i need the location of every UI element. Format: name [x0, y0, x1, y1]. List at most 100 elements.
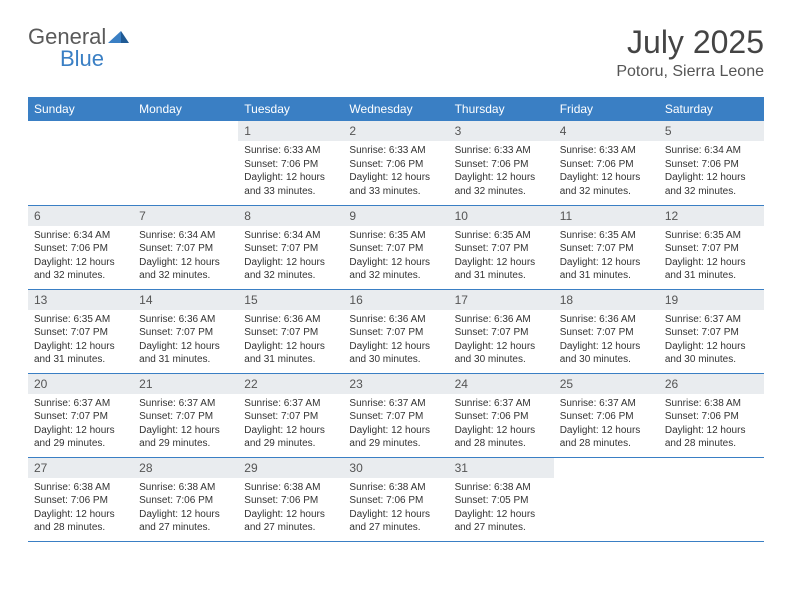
day-number: 27: [28, 458, 133, 478]
day-content: Sunrise: 6:35 AMSunset: 7:07 PMDaylight:…: [343, 226, 448, 287]
day-content: Sunrise: 6:37 AMSunset: 7:07 PMDaylight:…: [343, 394, 448, 455]
day-number: 21: [133, 374, 238, 394]
weekday-header-row: SundayMondayTuesdayWednesdayThursdayFrid…: [28, 97, 764, 121]
header: GeneralBlue July 2025 Potoru, Sierra Leo…: [28, 24, 764, 81]
calendar-day-cell: 20Sunrise: 6:37 AMSunset: 7:07 PMDayligh…: [28, 373, 133, 457]
day-content: Sunrise: 6:38 AMSunset: 7:06 PMDaylight:…: [28, 478, 133, 539]
calendar-week-row: 20Sunrise: 6:37 AMSunset: 7:07 PMDayligh…: [28, 373, 764, 457]
day-number: 11: [554, 206, 659, 226]
day-content: Sunrise: 6:35 AMSunset: 7:07 PMDaylight:…: [449, 226, 554, 287]
day-content: Sunrise: 6:37 AMSunset: 7:07 PMDaylight:…: [659, 310, 764, 371]
weekday-header: Saturday: [659, 97, 764, 121]
calendar-day-cell: [28, 121, 133, 205]
calendar-day-cell: 8Sunrise: 6:34 AMSunset: 7:07 PMDaylight…: [238, 205, 343, 289]
calendar-week-row: 13Sunrise: 6:35 AMSunset: 7:07 PMDayligh…: [28, 289, 764, 373]
calendar-day-cell: 1Sunrise: 6:33 AMSunset: 7:06 PMDaylight…: [238, 121, 343, 205]
day-content: Sunrise: 6:33 AMSunset: 7:06 PMDaylight:…: [449, 141, 554, 202]
day-number: 26: [659, 374, 764, 394]
calendar-day-cell: [554, 457, 659, 541]
day-number: 25: [554, 374, 659, 394]
day-content: Sunrise: 6:36 AMSunset: 7:07 PMDaylight:…: [133, 310, 238, 371]
calendar-day-cell: 19Sunrise: 6:37 AMSunset: 7:07 PMDayligh…: [659, 289, 764, 373]
calendar-day-cell: 12Sunrise: 6:35 AMSunset: 7:07 PMDayligh…: [659, 205, 764, 289]
calendar-day-cell: 24Sunrise: 6:37 AMSunset: 7:06 PMDayligh…: [449, 373, 554, 457]
calendar-day-cell: 23Sunrise: 6:37 AMSunset: 7:07 PMDayligh…: [343, 373, 448, 457]
day-number: 8: [238, 206, 343, 226]
weekday-header: Sunday: [28, 97, 133, 121]
logo: GeneralBlue: [28, 24, 130, 72]
calendar-day-cell: 17Sunrise: 6:36 AMSunset: 7:07 PMDayligh…: [449, 289, 554, 373]
calendar-day-cell: 21Sunrise: 6:37 AMSunset: 7:07 PMDayligh…: [133, 373, 238, 457]
calendar-day-cell: 10Sunrise: 6:35 AMSunset: 7:07 PMDayligh…: [449, 205, 554, 289]
location: Potoru, Sierra Leone: [616, 63, 764, 81]
day-content: Sunrise: 6:37 AMSunset: 7:06 PMDaylight:…: [554, 394, 659, 455]
calendar-day-cell: 9Sunrise: 6:35 AMSunset: 7:07 PMDaylight…: [343, 205, 448, 289]
day-number: 5: [659, 121, 764, 141]
day-content: Sunrise: 6:36 AMSunset: 7:07 PMDaylight:…: [343, 310, 448, 371]
calendar-week-row: 1Sunrise: 6:33 AMSunset: 7:06 PMDaylight…: [28, 121, 764, 205]
day-number: 14: [133, 290, 238, 310]
day-content: Sunrise: 6:37 AMSunset: 7:07 PMDaylight:…: [238, 394, 343, 455]
calendar-day-cell: 18Sunrise: 6:36 AMSunset: 7:07 PMDayligh…: [554, 289, 659, 373]
calendar-day-cell: 26Sunrise: 6:38 AMSunset: 7:06 PMDayligh…: [659, 373, 764, 457]
day-number: 28: [133, 458, 238, 478]
calendar-day-cell: 31Sunrise: 6:38 AMSunset: 7:05 PMDayligh…: [449, 457, 554, 541]
calendar-day-cell: 25Sunrise: 6:37 AMSunset: 7:06 PMDayligh…: [554, 373, 659, 457]
day-content: Sunrise: 6:37 AMSunset: 7:07 PMDaylight:…: [133, 394, 238, 455]
day-number: 20: [28, 374, 133, 394]
day-content: Sunrise: 6:38 AMSunset: 7:06 PMDaylight:…: [133, 478, 238, 539]
logo-triangle-icon: [108, 24, 130, 50]
day-content: Sunrise: 6:36 AMSunset: 7:07 PMDaylight:…: [554, 310, 659, 371]
day-number: 18: [554, 290, 659, 310]
day-number: 10: [449, 206, 554, 226]
day-content: Sunrise: 6:38 AMSunset: 7:06 PMDaylight:…: [343, 478, 448, 539]
title-block: July 2025 Potoru, Sierra Leone: [616, 24, 764, 81]
calendar-day-cell: 13Sunrise: 6:35 AMSunset: 7:07 PMDayligh…: [28, 289, 133, 373]
day-number: 4: [554, 121, 659, 141]
calendar-day-cell: 5Sunrise: 6:34 AMSunset: 7:06 PMDaylight…: [659, 121, 764, 205]
calendar-day-cell: 4Sunrise: 6:33 AMSunset: 7:06 PMDaylight…: [554, 121, 659, 205]
day-number: 1: [238, 121, 343, 141]
calendar-day-cell: 16Sunrise: 6:36 AMSunset: 7:07 PMDayligh…: [343, 289, 448, 373]
day-content: Sunrise: 6:33 AMSunset: 7:06 PMDaylight:…: [343, 141, 448, 202]
day-number: 7: [133, 206, 238, 226]
weekday-header: Thursday: [449, 97, 554, 121]
weekday-header: Wednesday: [343, 97, 448, 121]
calendar-day-cell: 27Sunrise: 6:38 AMSunset: 7:06 PMDayligh…: [28, 457, 133, 541]
day-content: Sunrise: 6:33 AMSunset: 7:06 PMDaylight:…: [238, 141, 343, 202]
day-number: 19: [659, 290, 764, 310]
calendar-day-cell: 28Sunrise: 6:38 AMSunset: 7:06 PMDayligh…: [133, 457, 238, 541]
calendar-day-cell: 3Sunrise: 6:33 AMSunset: 7:06 PMDaylight…: [449, 121, 554, 205]
day-content: Sunrise: 6:38 AMSunset: 7:05 PMDaylight:…: [449, 478, 554, 539]
calendar-day-cell: 2Sunrise: 6:33 AMSunset: 7:06 PMDaylight…: [343, 121, 448, 205]
day-number: 13: [28, 290, 133, 310]
day-number: 12: [659, 206, 764, 226]
day-number: 23: [343, 374, 448, 394]
day-content: Sunrise: 6:38 AMSunset: 7:06 PMDaylight:…: [659, 394, 764, 455]
day-number: 30: [343, 458, 448, 478]
day-content: Sunrise: 6:35 AMSunset: 7:07 PMDaylight:…: [554, 226, 659, 287]
day-number: 22: [238, 374, 343, 394]
calendar-day-cell: [659, 457, 764, 541]
day-content: Sunrise: 6:36 AMSunset: 7:07 PMDaylight:…: [238, 310, 343, 371]
calendar-day-cell: 30Sunrise: 6:38 AMSunset: 7:06 PMDayligh…: [343, 457, 448, 541]
calendar-day-cell: 11Sunrise: 6:35 AMSunset: 7:07 PMDayligh…: [554, 205, 659, 289]
calendar-day-cell: 7Sunrise: 6:34 AMSunset: 7:07 PMDaylight…: [133, 205, 238, 289]
day-number: 24: [449, 374, 554, 394]
weekday-header: Friday: [554, 97, 659, 121]
day-number: 2: [343, 121, 448, 141]
day-content: Sunrise: 6:34 AMSunset: 7:06 PMDaylight:…: [659, 141, 764, 202]
day-number: 29: [238, 458, 343, 478]
day-content: Sunrise: 6:37 AMSunset: 7:06 PMDaylight:…: [449, 394, 554, 455]
day-content: Sunrise: 6:34 AMSunset: 7:06 PMDaylight:…: [28, 226, 133, 287]
day-number: 15: [238, 290, 343, 310]
calendar-week-row: 27Sunrise: 6:38 AMSunset: 7:06 PMDayligh…: [28, 457, 764, 541]
day-content: Sunrise: 6:38 AMSunset: 7:06 PMDaylight:…: [238, 478, 343, 539]
calendar-day-cell: 6Sunrise: 6:34 AMSunset: 7:06 PMDaylight…: [28, 205, 133, 289]
calendar-week-row: 6Sunrise: 6:34 AMSunset: 7:06 PMDaylight…: [28, 205, 764, 289]
weekday-header: Monday: [133, 97, 238, 121]
calendar-day-cell: 15Sunrise: 6:36 AMSunset: 7:07 PMDayligh…: [238, 289, 343, 373]
day-content: Sunrise: 6:35 AMSunset: 7:07 PMDaylight:…: [659, 226, 764, 287]
day-number: 16: [343, 290, 448, 310]
day-content: Sunrise: 6:36 AMSunset: 7:07 PMDaylight:…: [449, 310, 554, 371]
